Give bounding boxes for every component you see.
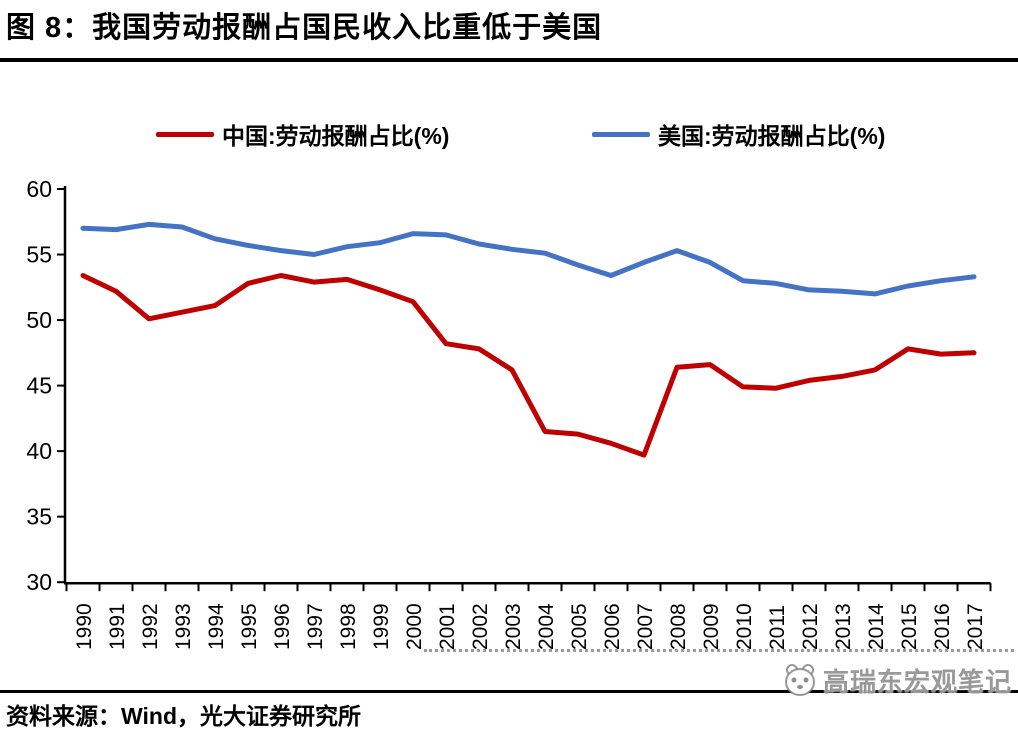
x-tick-label: 1995: [238, 603, 261, 650]
x-tick-label: 2016: [931, 603, 954, 650]
title-divider: [0, 58, 1018, 62]
footer-divider: [0, 690, 1018, 693]
x-tick-label: 2013: [832, 603, 855, 650]
y-tick-label: 35: [26, 504, 52, 530]
legend-label-us: 美国:劳动报酬占比(%): [658, 123, 886, 149]
watermark-text: 高瑞东宏观笔记: [822, 666, 1012, 697]
x-tick-label: 1998: [337, 603, 360, 650]
x-tick-label: 1994: [205, 603, 228, 650]
x-tick-label: 2012: [799, 603, 822, 650]
x-tick-label: 2011: [766, 605, 789, 650]
legend-label-china: 中国:劳动报酬占比(%): [222, 123, 450, 149]
us-series-line: [80, 221, 977, 297]
china-series-line: [80, 273, 977, 458]
x-tick-label: 1992: [139, 603, 162, 650]
x-tick-label: 2014: [865, 603, 888, 650]
x-tick-label: 1993: [172, 603, 195, 650]
x-tick-label: 2010: [733, 603, 756, 650]
legend-item-china: 中国:劳动报酬占比(%): [156, 116, 449, 152]
legend-item-us: 美国:劳动报酬占比(%): [592, 116, 885, 152]
watermark: 高瑞东宏观笔记: [782, 660, 1012, 700]
china-line-swatch: [156, 131, 214, 137]
x-tick-label: 1999: [370, 603, 393, 650]
us-line-swatch: [592, 131, 650, 137]
x-tick-label: 2006: [601, 603, 624, 650]
x-tick-label: 1996: [271, 603, 294, 650]
x-tick-label: 2015: [898, 603, 921, 650]
y-tick-label: 50: [26, 307, 52, 333]
x-tick-label: 2004: [535, 603, 558, 650]
x-tick-label: 1991: [106, 603, 129, 650]
x-tick-label: 1997: [304, 603, 327, 650]
panda-logo-icon: [784, 664, 815, 696]
x-tick-label: 2017: [964, 603, 987, 650]
y-tick-label: 55: [26, 242, 52, 268]
x-tick-label: 1990: [73, 603, 96, 650]
x-tick-label: 2009: [700, 603, 723, 650]
y-tick-label: 60: [26, 176, 52, 202]
page-title: 图 8：我国劳动报酬占国民收入比重低于美国: [6, 12, 603, 44]
x-tick-label: 2002: [469, 603, 492, 650]
x-tick-label: 2007: [634, 603, 657, 650]
x-tick-label: 2001: [436, 603, 459, 650]
y-tick-label: 30: [26, 569, 52, 595]
x-tick-label: 2003: [502, 603, 525, 650]
x-tick-label: 2000: [403, 603, 426, 650]
x-tick-label: 2005: [568, 603, 591, 650]
x-tick-label: 2008: [667, 603, 690, 650]
dotted-separator: [424, 649, 1014, 652]
y-tick-label: 40: [26, 438, 52, 464]
y-tick-label: 45: [26, 373, 52, 399]
source-note: 资料来源：Wind，光大证券研究所: [6, 703, 361, 729]
chart-legend: 中国:劳动报酬占比(%) 美国:劳动报酬占比(%): [0, 116, 1018, 152]
